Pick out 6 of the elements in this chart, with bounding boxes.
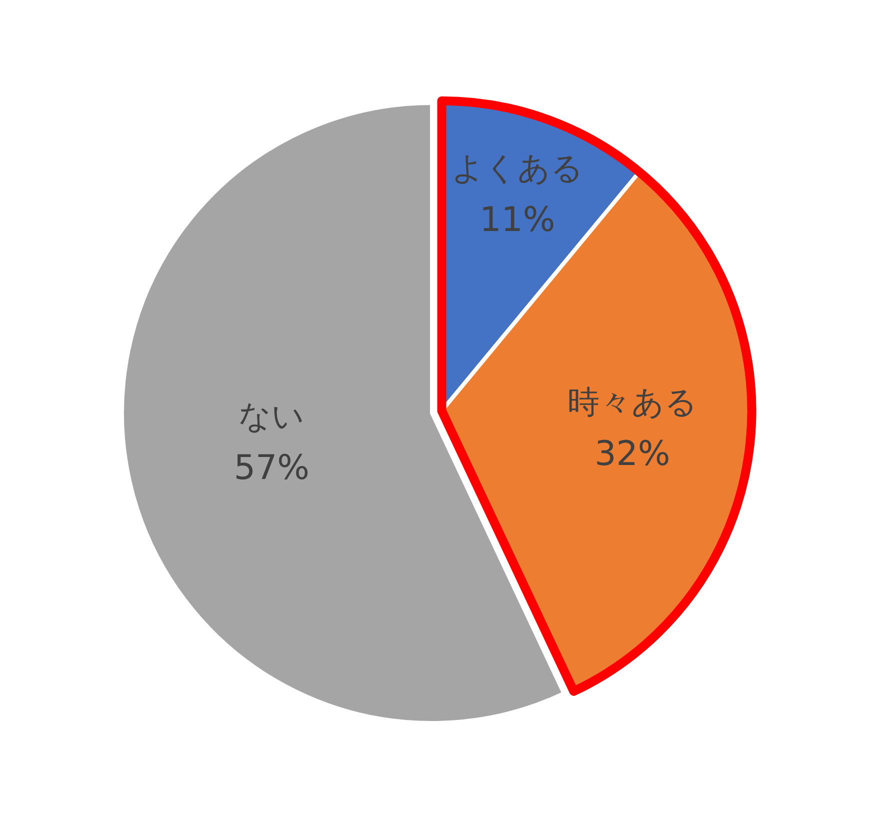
data-label: 32%	[594, 434, 670, 474]
slice-label: ない	[238, 396, 305, 435]
slice-label: よくある	[451, 148, 584, 187]
data-label: 11%	[480, 200, 556, 240]
data-label: 57%	[234, 448, 310, 488]
slice-label: 時々ある	[567, 382, 698, 421]
